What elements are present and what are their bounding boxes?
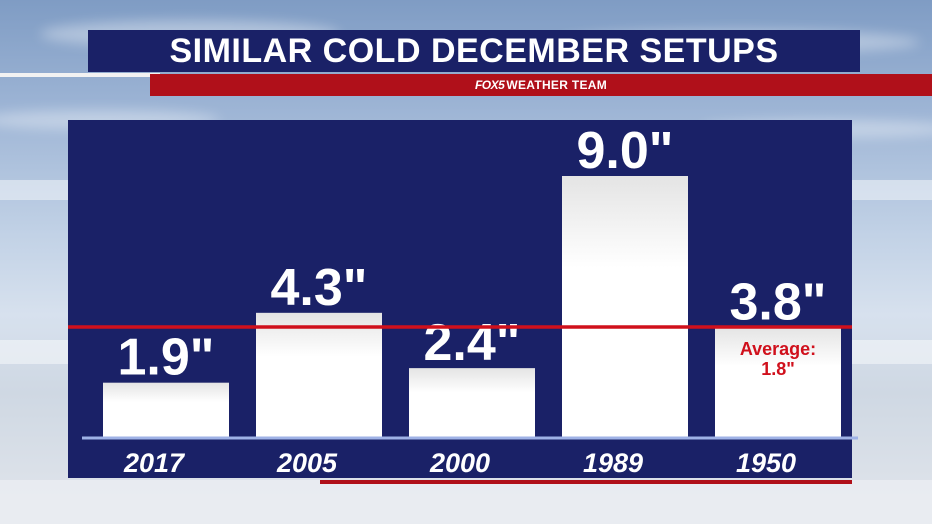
station-banner: FOX5 WEATHER TEAM [150,74,932,96]
bar-2017 [103,382,229,438]
value-label-1950: 3.8" [730,273,827,331]
year-label-2005: 2005 [276,448,338,478]
bar-1950 [715,327,841,438]
background-floor [0,480,932,524]
bar-1989 [562,176,688,438]
chart-title: SIMILAR COLD DECEMBER SETUPS [88,30,860,72]
value-label-1989: 9.0" [577,122,674,180]
value-label-2017: 1.9" [118,329,215,387]
panel-accent-line [320,480,852,484]
average-label: Average: [740,339,816,359]
title-accent-line [0,73,160,77]
fox5-logo: FOX5 [474,78,505,92]
bar-2000 [409,368,535,438]
value-label-2000: 2.4" [424,314,521,372]
station-banner-text: WEATHER TEAM [506,78,608,92]
year-label-1950: 1950 [736,448,796,478]
year-label-2000: 2000 [429,448,490,478]
bar-2005 [256,312,382,438]
value-label-2005: 4.3" [271,259,368,317]
average-value-label: 1.8" [761,359,795,379]
year-label-2017: 2017 [123,448,186,478]
year-label-1989: 1989 [583,448,643,478]
